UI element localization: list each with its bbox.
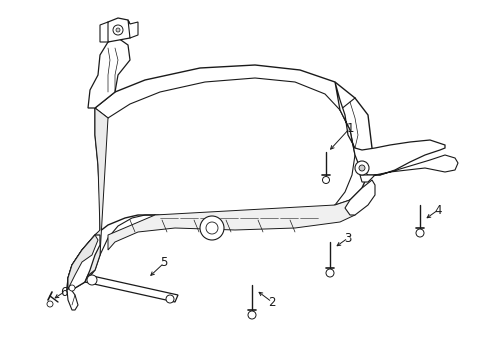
Polygon shape <box>67 235 100 290</box>
Circle shape <box>326 269 334 277</box>
Circle shape <box>200 216 224 240</box>
Polygon shape <box>68 235 98 290</box>
Polygon shape <box>128 20 138 38</box>
Polygon shape <box>335 82 445 175</box>
Text: 5: 5 <box>160 256 168 270</box>
Polygon shape <box>67 288 78 310</box>
Text: 3: 3 <box>344 231 352 244</box>
Circle shape <box>166 295 174 303</box>
Text: 6: 6 <box>60 285 68 298</box>
Circle shape <box>322 176 329 184</box>
Circle shape <box>69 285 75 291</box>
Polygon shape <box>85 275 178 302</box>
Polygon shape <box>68 108 108 282</box>
Circle shape <box>416 229 424 237</box>
Polygon shape <box>105 18 132 42</box>
Polygon shape <box>100 22 108 42</box>
Circle shape <box>47 301 53 307</box>
Polygon shape <box>108 200 355 250</box>
Circle shape <box>87 275 97 285</box>
Circle shape <box>248 311 256 319</box>
Polygon shape <box>88 38 130 108</box>
Polygon shape <box>345 180 375 215</box>
Polygon shape <box>360 155 458 182</box>
Circle shape <box>206 222 218 234</box>
Text: 2: 2 <box>268 296 276 309</box>
Circle shape <box>113 25 123 35</box>
Text: 1: 1 <box>346 122 354 135</box>
Circle shape <box>355 161 369 175</box>
Circle shape <box>116 28 120 32</box>
Circle shape <box>359 165 365 171</box>
Text: 4: 4 <box>434 203 442 216</box>
